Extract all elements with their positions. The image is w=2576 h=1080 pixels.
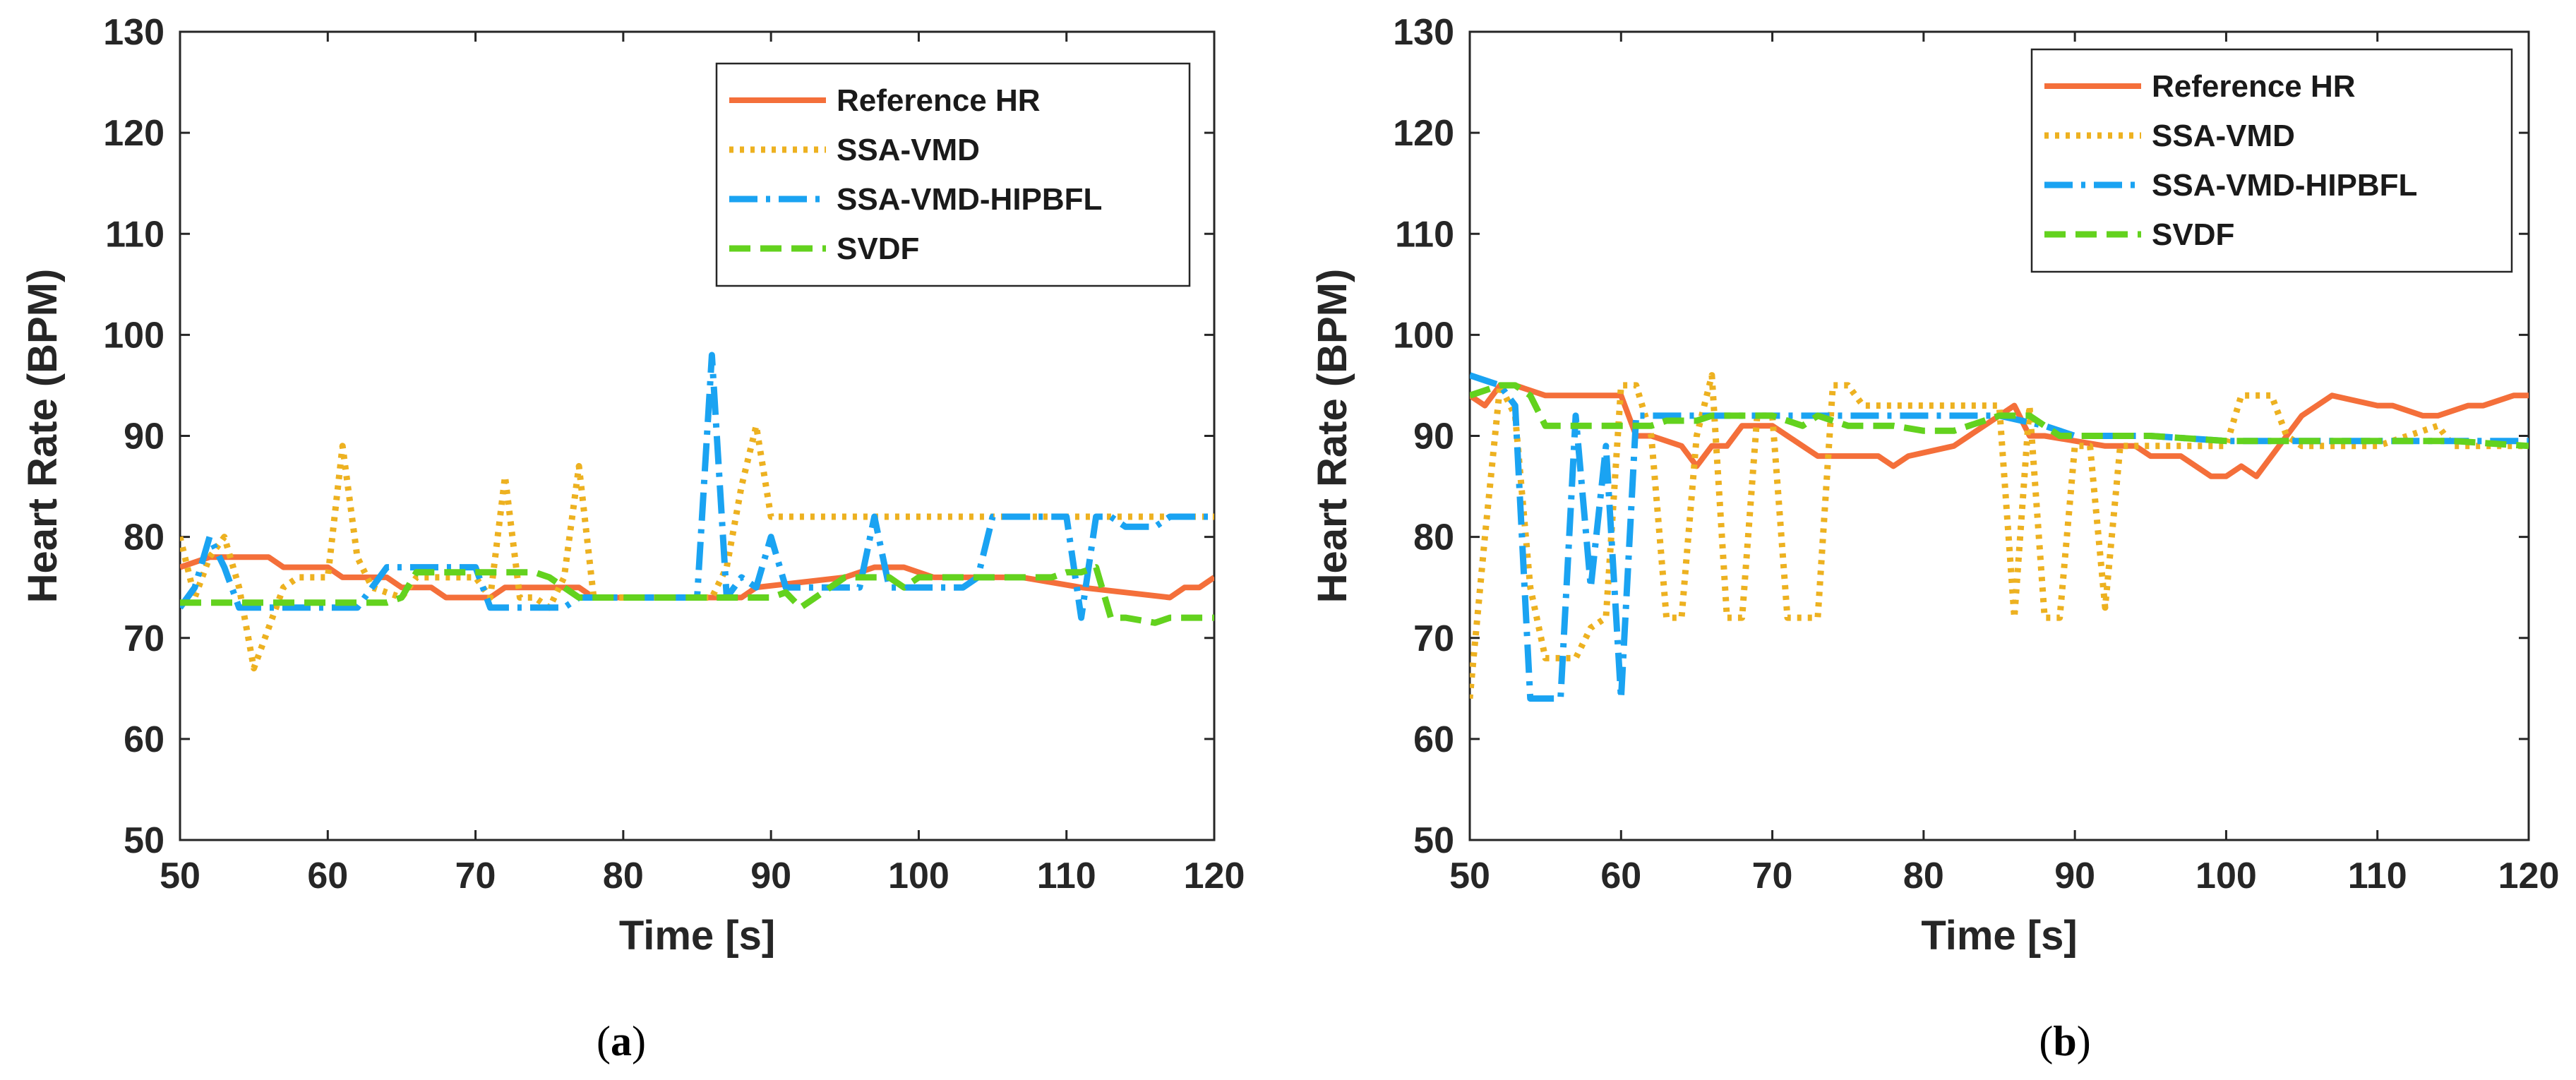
x-tick-label: 50 — [160, 856, 200, 896]
y-tick-label: 100 — [1393, 315, 1454, 356]
series-line-reference-hr — [1470, 382, 2529, 479]
legend: Reference HR SSA-VMD SSA-VMD-HIPBFL SVDF — [2030, 48, 2513, 273]
y-tick-label: 100 — [103, 315, 164, 356]
y-tick-label: 60 — [124, 719, 164, 760]
y-tick-label: 80 — [1413, 517, 1454, 558]
x-tick-label: 70 — [1752, 856, 1793, 896]
y-tick-label: 90 — [124, 416, 164, 457]
y-tick-label: 110 — [1395, 214, 1454, 255]
x-tick-label: 80 — [1903, 856, 1944, 896]
y-tick-label: 130 — [1393, 12, 1454, 53]
x-tick-label: 80 — [603, 856, 644, 896]
x-tick-label: 120 — [1184, 856, 1245, 896]
y-tick-label: 120 — [1393, 113, 1454, 154]
series-line-ssa-vmd — [1470, 372, 2529, 700]
subfigure-caption: (b) — [2039, 1018, 2090, 1064]
legend-label: SSA-VMD — [2152, 119, 2295, 153]
legend-label: SVDF — [837, 232, 919, 266]
x-tick-label: 60 — [1600, 856, 1641, 896]
y-axis-title: Heart Rate (BPM) — [20, 269, 66, 604]
legend-label: Reference HR — [837, 83, 1041, 118]
x-tick-label: 90 — [750, 856, 791, 896]
x-tick-label: 110 — [1037, 856, 1096, 896]
x-tick-label: 60 — [307, 856, 348, 896]
chart-a: 50 60 70 80 90 100 110 120 50 60 70 80 90 100 110 120 13… — [20, 12, 1245, 1064]
y-tick-label: 90 — [1413, 416, 1454, 457]
legend-label: SSA-VMD-HIPBFL — [837, 182, 1102, 217]
y-tick-label: 60 — [1413, 719, 1454, 760]
x-tick-label: 110 — [2348, 856, 2407, 896]
series-group — [180, 352, 1214, 672]
series-line-ssa-vmd-hipbfl — [180, 352, 1214, 621]
legend: Reference HR SSA-VMD SSA-VMD-HIPBFL SVDF — [715, 62, 1191, 287]
series-group — [1470, 372, 2529, 702]
series-line-reference-hr — [180, 554, 1214, 601]
y-tick-label: 110 — [105, 214, 164, 255]
y-axis-title: Heart Rate (BPM) — [1310, 269, 1355, 604]
y-tick-label: 120 — [103, 113, 164, 154]
x-tick-label: 50 — [1449, 856, 1490, 896]
x-axis-title: Time [s] — [1921, 913, 2077, 959]
x-tick-label: 100 — [2195, 856, 2257, 896]
y-tick-label: 130 — [103, 12, 164, 53]
x-axis-title: Time [s] — [619, 913, 775, 959]
subfigure-caption: (a) — [597, 1018, 646, 1064]
y-tick-label: 50 — [1413, 820, 1454, 861]
legend-label: Reference HR — [2152, 69, 2356, 104]
series-line-svdf — [180, 564, 1214, 626]
legend-label: SSA-VMD — [837, 133, 980, 167]
legend-label: SVDF — [2152, 217, 2234, 252]
x-tick-label: 100 — [888, 856, 949, 896]
series-line-svdf — [1470, 382, 2529, 450]
x-tick-label: 90 — [2054, 856, 2095, 896]
y-tick-label: 80 — [124, 517, 164, 558]
legend-label: SSA-VMD-HIPBFL — [2152, 168, 2417, 203]
y-tick-label: 70 — [124, 618, 164, 659]
chart-b: 50 60 70 80 90 100 110 120 50 60 70 80 90 100 110 120 13… — [1310, 12, 2559, 1064]
x-tick-label: 120 — [2498, 856, 2560, 896]
y-tick-label: 70 — [1413, 618, 1454, 659]
y-tick-label: 50 — [124, 820, 164, 861]
series-line-ssa-vmd-hipbfl — [1470, 372, 2529, 702]
x-tick-label: 70 — [455, 856, 496, 896]
